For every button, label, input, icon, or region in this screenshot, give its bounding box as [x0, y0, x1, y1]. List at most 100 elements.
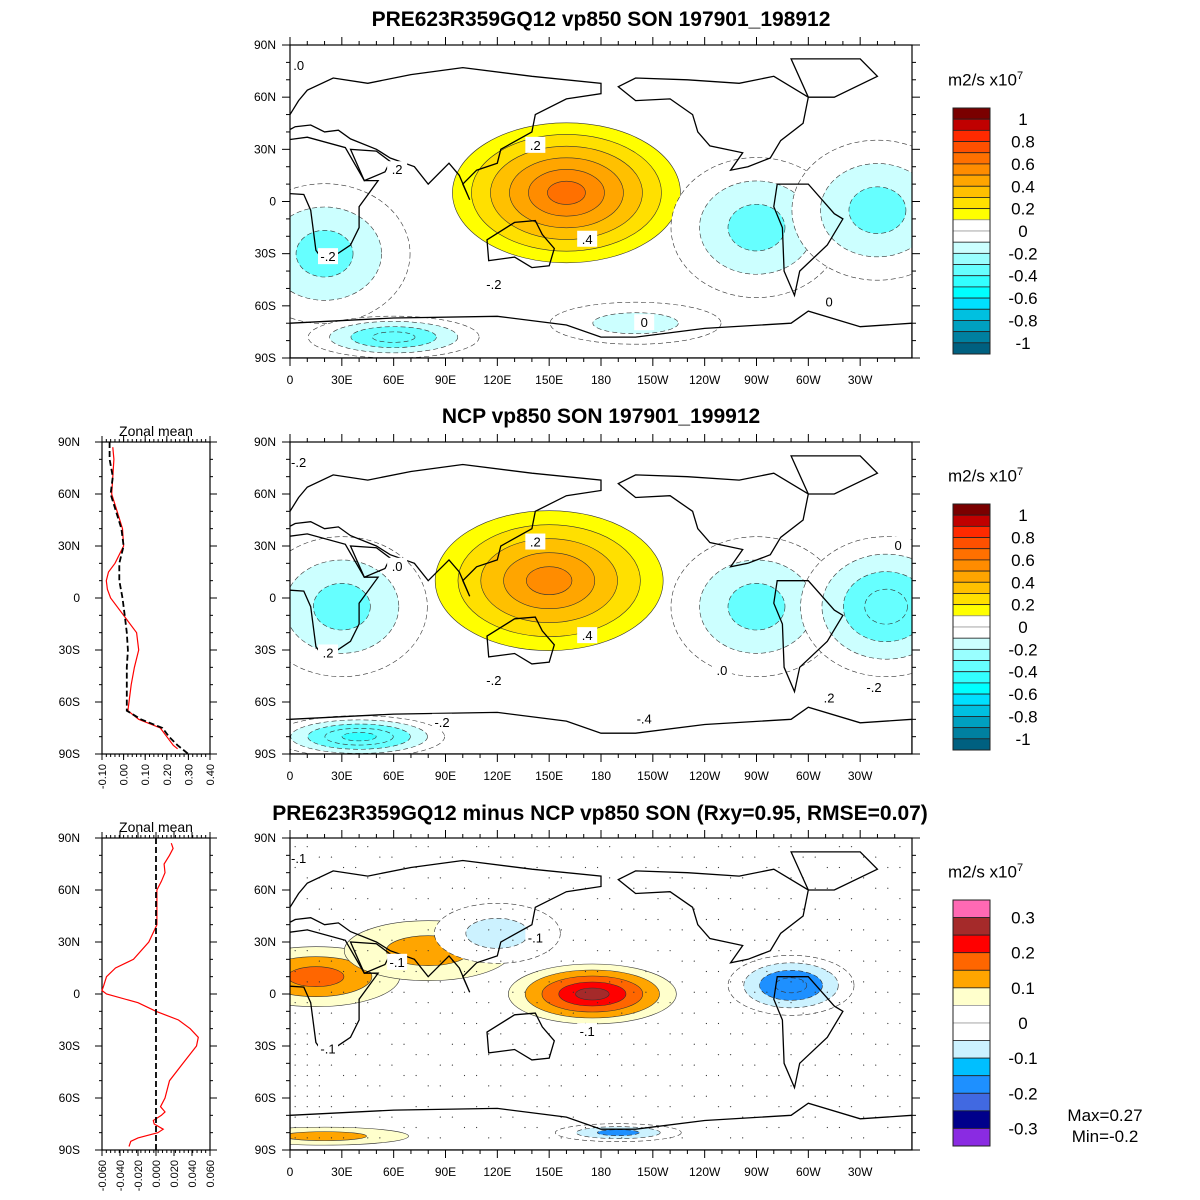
significance-dot	[318, 1106, 320, 1108]
stats-box: Max=0.27 Min=-0.2	[1040, 1105, 1170, 1147]
coastline	[790, 58, 879, 98]
colorbar-swatch	[952, 264, 991, 277]
colorbar-label: 0.6	[1011, 155, 1035, 174]
significance-dot	[536, 950, 538, 952]
significance-dot	[645, 991, 647, 993]
colorbar-label: 1	[1018, 110, 1027, 129]
significance-dot	[512, 856, 514, 858]
significance-dot	[342, 1043, 345, 1045]
significance-dot	[609, 1106, 611, 1108]
y-tick-label: 0	[73, 987, 80, 1001]
significance-dot	[778, 1054, 780, 1056]
significance-dot	[850, 877, 853, 879]
colorbar-swatch	[952, 1022, 991, 1041]
significance-dot	[548, 1085, 550, 1087]
significance-dot	[621, 1085, 623, 1087]
significance-dot	[778, 866, 780, 869]
coastline	[617, 75, 810, 172]
contour-label: .2	[387, 161, 408, 178]
significance-dot	[512, 1064, 514, 1066]
y-tick-label: 30S	[255, 247, 276, 261]
significance-dot	[500, 981, 502, 983]
x-tick-label: 0.000	[151, 1160, 163, 1188]
significance-dot	[693, 991, 695, 993]
significance-dot	[742, 981, 744, 983]
significance-dot	[536, 1022, 538, 1025]
contour-label: -.1	[387, 953, 408, 970]
contour-label: 0	[819, 293, 840, 310]
significance-dot	[850, 1137, 853, 1139]
x-tick-label: 150E	[535, 769, 563, 783]
colorbar-label: 0.2	[1011, 944, 1035, 963]
significance-dot	[826, 1095, 828, 1097]
significance-dot	[729, 1054, 732, 1056]
significance-dot	[500, 929, 502, 931]
significance-dot	[669, 1106, 671, 1108]
significance-dot	[669, 846, 671, 848]
significance-dot	[294, 1033, 296, 1035]
significance-dot	[524, 970, 526, 973]
contour-label: -.2	[432, 713, 453, 730]
significance-dot	[439, 1137, 441, 1139]
coastline	[290, 859, 602, 993]
colorbar-label: -0.4	[1008, 663, 1037, 682]
significance-dot	[657, 1002, 659, 1004]
significance-dot	[391, 856, 393, 858]
y-tick-label: 0	[269, 195, 276, 209]
x-tick-label: 30W	[848, 373, 873, 387]
y-tick-label: 90S	[255, 1143, 276, 1157]
y-tick-label: 60S	[59, 1091, 80, 1105]
significance-dot	[826, 991, 828, 993]
contour-label-text: -.2	[434, 715, 449, 730]
significance-dot	[899, 1126, 901, 1129]
significance-dot	[609, 877, 611, 879]
significance-dot	[754, 1043, 756, 1045]
significance-dot	[367, 877, 369, 879]
colorbar-swatch	[952, 682, 991, 695]
significance-dot	[875, 856, 877, 858]
significance-dot	[451, 1012, 454, 1014]
significance-dot	[367, 1137, 369, 1139]
significance-dot	[439, 877, 441, 879]
significance-dot	[524, 991, 526, 993]
significance-dot	[850, 981, 853, 983]
significance-dot	[512, 1116, 514, 1118]
significance-dot	[899, 866, 901, 869]
colorbar-label: 1	[1018, 506, 1027, 525]
significance-dot	[463, 1095, 466, 1097]
significance-dot	[391, 991, 393, 993]
y-tick-label: 30N	[254, 142, 276, 156]
significance-dot	[403, 1074, 405, 1077]
y-tick-label: 60N	[254, 883, 276, 897]
significance-dot	[899, 918, 901, 921]
y-tick-label: 60S	[255, 1091, 276, 1105]
significance-dot	[875, 939, 877, 941]
significance-dot	[838, 846, 841, 848]
contour-label-text: .2	[323, 645, 334, 660]
significance-dot	[826, 1022, 828, 1025]
contour-label-bg	[318, 1040, 339, 1057]
significance-dot	[379, 1085, 381, 1087]
y-tick-label: 0	[269, 987, 276, 1001]
significance-dot	[524, 1074, 526, 1077]
colorbar-swatch	[952, 637, 991, 650]
contour-label: -.2	[318, 248, 339, 265]
significance-dot	[367, 1085, 369, 1087]
significance-dot	[451, 1064, 454, 1066]
significance-dot	[729, 1106, 732, 1108]
significance-dot	[560, 877, 562, 879]
x-tick-label: 30W	[848, 1165, 873, 1179]
contour-region	[864, 588, 908, 625]
significance-dot	[342, 1137, 345, 1139]
significance-dot	[439, 1085, 441, 1087]
significance-dot	[633, 1095, 635, 1097]
significance-dot	[318, 1095, 320, 1097]
significance-dot	[609, 1085, 611, 1087]
significance-dot	[427, 1085, 429, 1087]
significance-dot	[330, 991, 333, 993]
colorbar-swatch	[952, 570, 991, 583]
x-tick-label: 0	[287, 373, 294, 387]
significance-dot	[294, 1002, 296, 1004]
contour-label-text: -.1	[528, 931, 543, 946]
colorbar-label: 0.8	[1011, 133, 1035, 152]
